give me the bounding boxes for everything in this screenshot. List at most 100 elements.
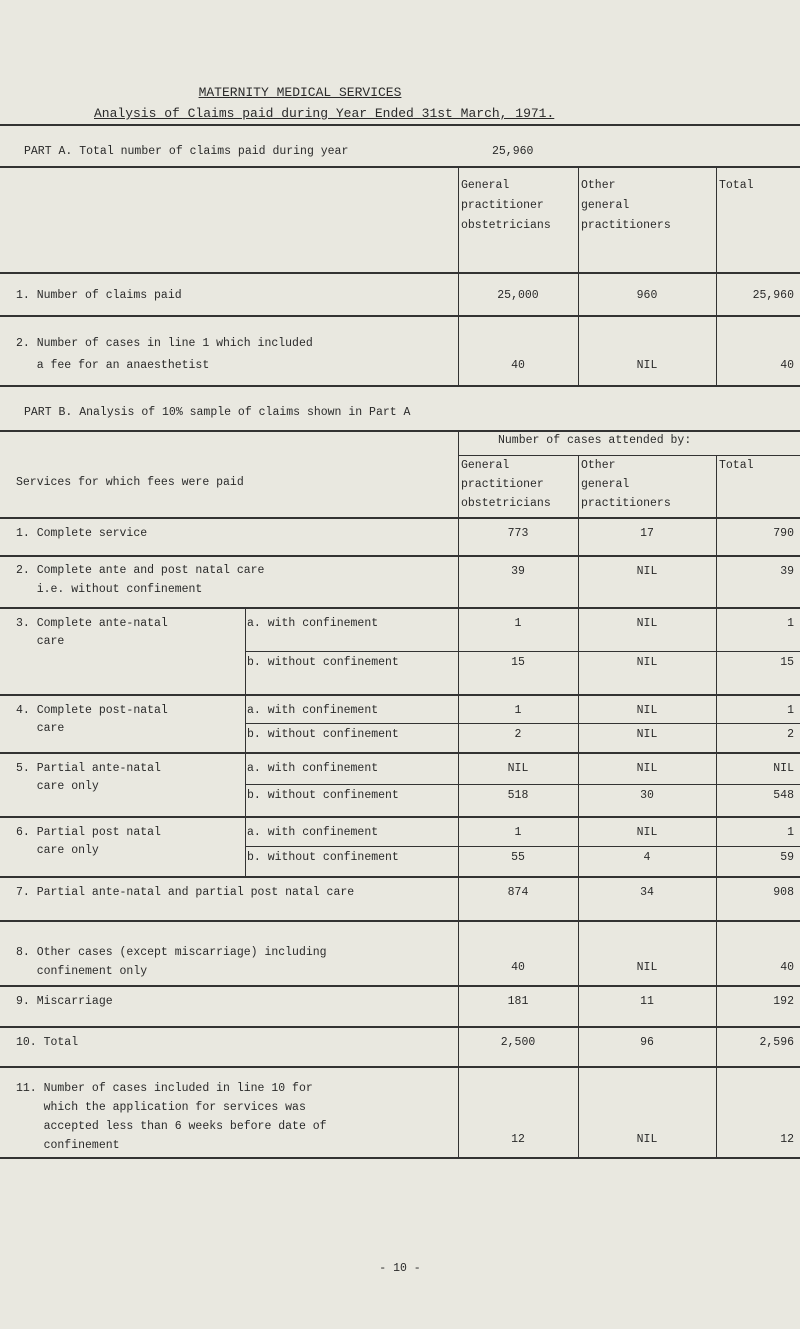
column-divider <box>458 166 459 385</box>
row-label: 5. Partial ante-natal care only <box>16 762 161 793</box>
column-divider <box>458 517 459 1157</box>
cell-other: NIL <box>636 704 658 717</box>
cell-total: 2 <box>787 728 794 741</box>
row-label: 10. Total <box>16 1036 79 1049</box>
cell-other: 4 <box>643 851 651 864</box>
cell-total: 2,596 <box>759 1036 794 1049</box>
rule <box>0 315 800 317</box>
cell-total: 39 <box>780 565 794 578</box>
column-header: Total <box>719 179 754 192</box>
cell-other: NIL <box>636 656 658 669</box>
rule <box>0 694 800 696</box>
column-divider <box>716 455 717 517</box>
row-label: 2. Complete ante and post natal care i.e… <box>16 564 265 596</box>
cell-total: 59 <box>780 851 794 864</box>
sub-row-label: b. without confinement <box>247 728 399 741</box>
row-label: 6. Partial post natal care only <box>16 826 161 857</box>
cell-gp: 40 <box>511 359 525 372</box>
cell-other: NIL <box>636 728 658 741</box>
cell-other: NIL <box>636 826 658 839</box>
rule <box>0 752 800 754</box>
cell-total: 1 <box>787 617 794 630</box>
cell-other: NIL <box>636 961 658 974</box>
rule <box>0 876 800 878</box>
cell-other: 96 <box>640 1036 654 1049</box>
part-a-heading: PART A. Total number of claims paid duri… <box>24 145 349 158</box>
rule <box>0 1157 800 1159</box>
cell-other: NIL <box>636 565 658 578</box>
rule <box>0 430 800 432</box>
rule <box>0 985 800 987</box>
rule <box>0 517 800 519</box>
cell-total: 790 <box>773 527 794 540</box>
cell-gp: 518 <box>507 789 529 802</box>
column-divider <box>458 430 459 517</box>
page-number: - 10 - <box>379 1262 421 1275</box>
rule <box>245 651 800 652</box>
cell-gp: 2 <box>514 728 522 741</box>
row-label: 11. Number of cases included in line 10 … <box>16 1082 327 1152</box>
rule <box>0 816 800 818</box>
sub-row-label: a. with confinement <box>247 704 379 717</box>
row-label: 9. Miscarriage <box>16 995 113 1008</box>
group-header: Number of cases attended by: <box>498 434 692 447</box>
cell-other: 11 <box>640 995 654 1008</box>
cell-total: NIL <box>773 762 794 775</box>
row-label: 2. Number of cases in line 1 which inclu… <box>16 337 313 372</box>
sub-row-label: a. with confinement <box>247 762 379 775</box>
sub-row-label: b. without confinement <box>247 851 399 864</box>
cell-total: 908 <box>773 886 794 899</box>
column-header: Other general practitioners <box>581 179 671 232</box>
cell-total: 40 <box>780 359 794 372</box>
cell-gp: NIL <box>507 762 529 775</box>
rule <box>0 555 800 557</box>
cell-other: NIL <box>636 1133 658 1146</box>
rule <box>0 607 800 609</box>
cell-total: 12 <box>780 1133 794 1146</box>
cell-total: 40 <box>780 961 794 974</box>
cell-gp: 12 <box>511 1133 525 1146</box>
cell-total: 192 <box>773 995 794 1008</box>
cell-gp: 15 <box>511 656 525 669</box>
cell-other: 960 <box>636 289 658 302</box>
cell-other: 30 <box>640 789 654 802</box>
sub-row-label: a. with confinement <box>247 617 379 630</box>
row-label: 3. Complete ante-natal care <box>16 617 168 648</box>
column-header: General practitioner obstetricians <box>461 459 551 510</box>
row-label: 1. Number of claims paid <box>16 289 182 302</box>
cell-gp: 25,000 <box>497 289 539 302</box>
column-divider <box>245 694 246 752</box>
rule <box>0 1026 800 1028</box>
column-divider <box>578 455 579 517</box>
cell-other: 17 <box>640 527 654 540</box>
row-label: 1. Complete service <box>16 527 148 540</box>
rule <box>245 784 800 785</box>
column-divider <box>578 517 579 1157</box>
part-b-heading: PART B. Analysis of 10% sample of claims… <box>24 406 411 419</box>
rule <box>0 166 800 168</box>
cell-gp: 1 <box>514 704 522 717</box>
rule <box>245 723 800 724</box>
column-divider <box>245 816 246 876</box>
services-header: Services for which fees were paid <box>16 476 244 489</box>
sub-row-label: b. without confinement <box>247 789 399 802</box>
cell-gp: 1 <box>514 617 522 630</box>
row-label: 8. Other cases (except miscarriage) incl… <box>16 946 327 978</box>
rule <box>0 920 800 922</box>
cell-gp: 181 <box>507 995 529 1008</box>
column-divider <box>578 166 579 385</box>
sub-row-label: a. with confinement <box>247 826 379 839</box>
cell-gp: 39 <box>511 565 525 578</box>
cell-gp: 1 <box>514 826 522 839</box>
column-header: Total <box>719 459 754 472</box>
cell-other: NIL <box>636 617 658 630</box>
cell-total: 25,960 <box>752 289 794 302</box>
cell-total: 1 <box>787 826 794 839</box>
cell-other: 34 <box>640 886 654 899</box>
rule <box>0 272 800 274</box>
column-header: General practitioner obstetricians <box>461 179 551 232</box>
rule <box>458 455 800 456</box>
cell-total: 1 <box>787 704 794 717</box>
cell-total: 15 <box>780 656 794 669</box>
cell-total: 548 <box>773 789 794 802</box>
